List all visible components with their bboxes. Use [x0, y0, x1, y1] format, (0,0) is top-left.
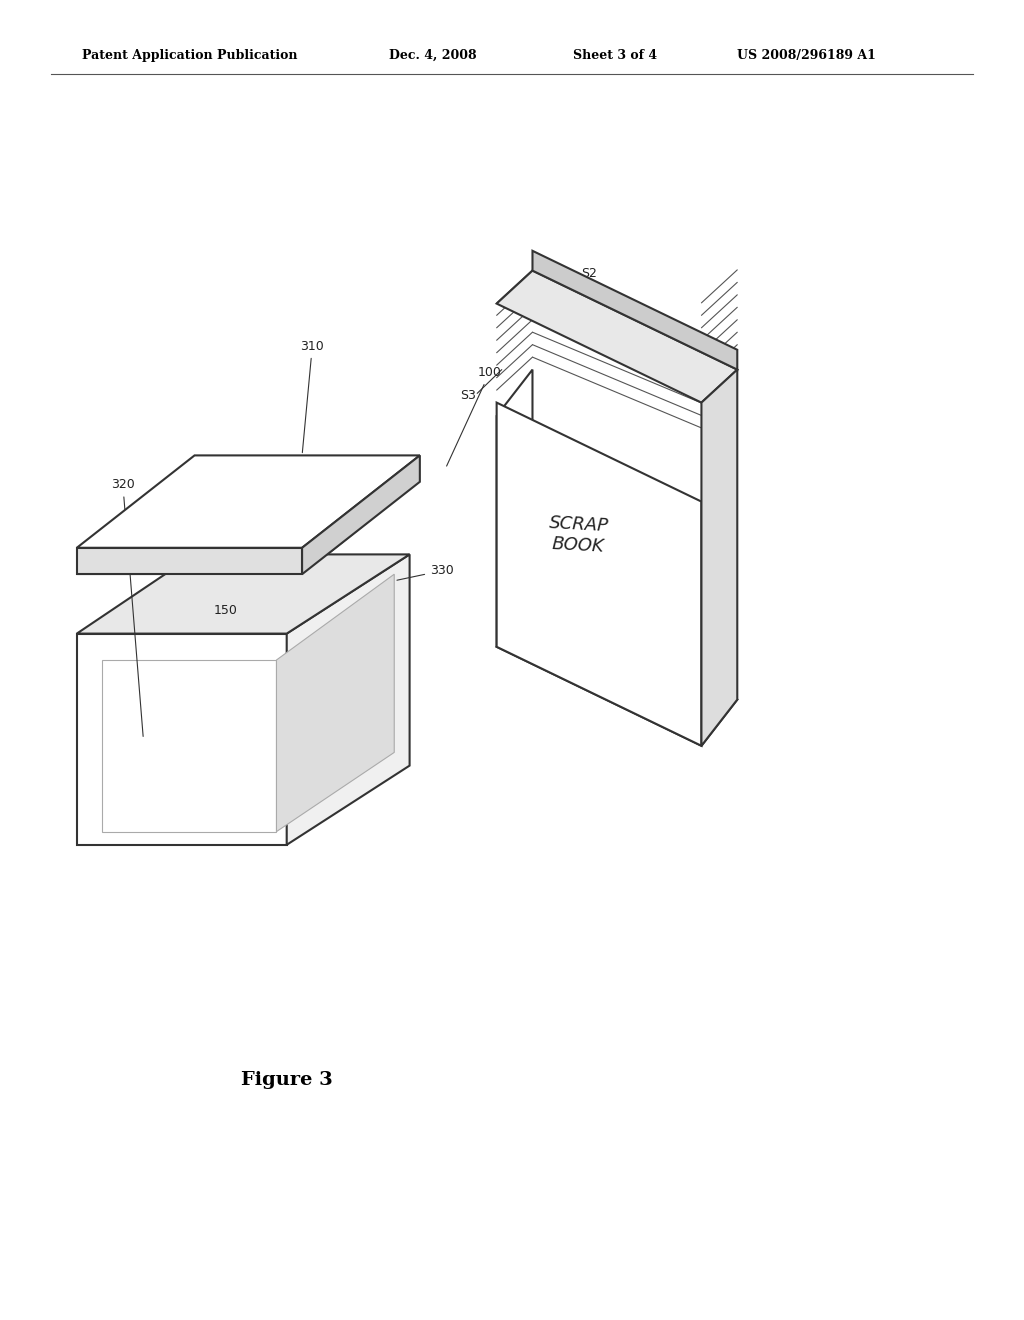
Polygon shape [77, 548, 302, 574]
Text: 150: 150 [213, 603, 238, 616]
Polygon shape [276, 574, 394, 832]
Polygon shape [497, 271, 737, 403]
Polygon shape [701, 370, 737, 746]
Polygon shape [77, 634, 287, 845]
Polygon shape [532, 251, 737, 370]
Text: 310: 310 [300, 339, 325, 453]
Polygon shape [497, 370, 532, 647]
Text: 320: 320 [111, 478, 143, 737]
Polygon shape [77, 554, 410, 634]
Text: 50: 50 [642, 564, 658, 577]
Polygon shape [77, 455, 420, 548]
Polygon shape [497, 403, 701, 746]
Text: S1: S1 [681, 656, 697, 669]
Text: S3: S3 [460, 388, 476, 401]
Text: 100: 100 [446, 366, 502, 466]
Polygon shape [287, 554, 410, 845]
Text: S4: S4 [707, 619, 723, 632]
Polygon shape [497, 601, 737, 746]
Polygon shape [102, 660, 276, 832]
Text: 330: 330 [397, 564, 454, 581]
Text: S2: S2 [581, 267, 597, 280]
Text: SN: SN [717, 511, 734, 524]
Text: US 2008/296189 A1: US 2008/296189 A1 [737, 49, 877, 62]
Polygon shape [302, 455, 420, 574]
Text: Patent Application Publication: Patent Application Publication [82, 49, 297, 62]
Text: Dec. 4, 2008: Dec. 4, 2008 [389, 49, 477, 62]
Text: Figure 3: Figure 3 [241, 1071, 333, 1089]
Text: SCRAP
BOOK: SCRAP BOOK [548, 513, 609, 556]
Text: Sheet 3 of 4: Sheet 3 of 4 [573, 49, 657, 62]
